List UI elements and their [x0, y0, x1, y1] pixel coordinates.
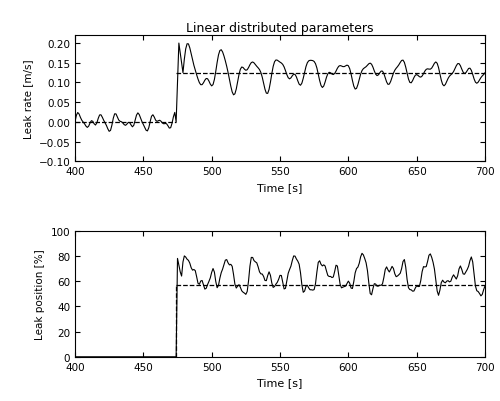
Title: Linear distributed parameters: Linear distributed parameters	[186, 22, 374, 35]
Y-axis label: Leak position [%]: Leak position [%]	[35, 249, 45, 339]
X-axis label: Time [s]: Time [s]	[258, 377, 302, 387]
Y-axis label: Leak rate [m/s]: Leak rate [m/s]	[23, 59, 33, 139]
X-axis label: Time [s]: Time [s]	[258, 182, 302, 192]
